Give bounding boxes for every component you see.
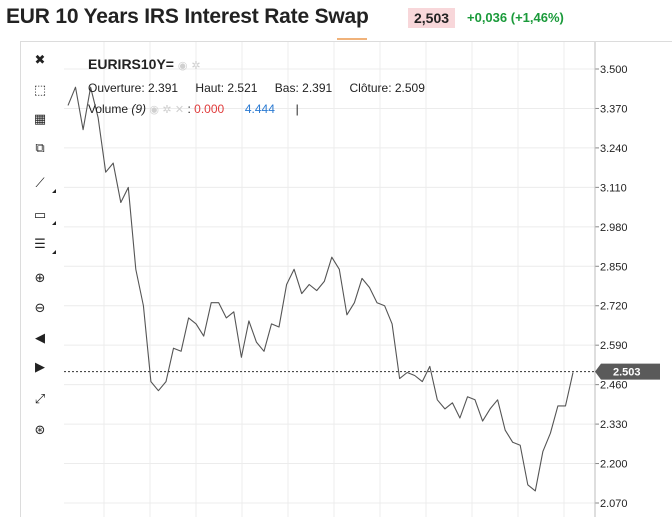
- submenu-indicator-icon: [52, 250, 56, 254]
- zoom-in-icon: ⊕: [34, 270, 46, 285]
- change-indicator: +0,036 (+1,46%): [467, 10, 564, 25]
- y-tick-label: 3.500: [600, 64, 628, 76]
- zoom-fit-tool-button[interactable]: ⊛: [22, 418, 58, 442]
- zoom-reset-tool-button[interactable]: ⤢: [22, 387, 58, 411]
- symbol-label: EURIRS10Y=: [88, 56, 174, 72]
- rectangle-icon: ▭: [33, 207, 47, 222]
- scroll-left-icon: ◀: [35, 330, 45, 345]
- y-axis: 3.500 3.370 3.240 3.110 2.980 2.850 2.720 2.590…: [594, 42, 628, 517]
- zoom-out-tool-button[interactable]: ⊖: [22, 296, 58, 320]
- scroll-right-icon: ▶: [35, 359, 45, 374]
- volume-label: Volume: [88, 102, 129, 116]
- price-badge: 2,503: [408, 8, 456, 28]
- zoom-in-tool-button[interactable]: ⊕: [22, 266, 58, 290]
- page-title: EUR 10 Years IRS Interest Rate Swap: [6, 5, 369, 28]
- y-tick-label: 2.590: [600, 340, 628, 352]
- select-cursor-tool-button[interactable]: ⬚: [22, 78, 58, 102]
- trend-line-tool-button[interactable]: ⟋: [22, 171, 58, 195]
- last-value-layer: 2.503: [64, 363, 660, 380]
- volume-value: 0.000: [194, 102, 225, 116]
- rectangle-tool-button[interactable]: ▭: [22, 203, 58, 227]
- tab-indicator: [337, 38, 367, 40]
- eye-icon[interactable]: ◉: [177, 60, 188, 72]
- submenu-indicator-icon: [52, 189, 56, 193]
- gear-icon[interactable]: ✲: [162, 104, 172, 116]
- low-value: Bas: 2.391: [274, 81, 333, 95]
- volume-period: (9): [131, 102, 147, 116]
- y-tick-label: 2.850: [600, 261, 628, 273]
- scroll-left-tool-button[interactable]: ◀: [22, 326, 58, 350]
- open-value: Ouverture: 2.391: [88, 81, 179, 95]
- zoom-out-icon: ⊖: [34, 300, 46, 315]
- volume-row: Volume (9) ◉ ✲ ✕ : 0.000 4.444 |: [88, 102, 299, 116]
- fibonacci-lines-tool-button[interactable]: ☰: [22, 232, 58, 256]
- y-tick-label: 3.110: [600, 182, 627, 194]
- y-tick-label: 3.370: [600, 103, 628, 115]
- select-cursor-icon: ⬚: [33, 82, 47, 97]
- close-icon[interactable]: ✕: [174, 104, 185, 116]
- last-value-tag: [595, 363, 660, 380]
- y-tick-label: 2.070: [600, 498, 628, 510]
- close-icon: ✖: [34, 52, 46, 67]
- series-layer: [67, 86, 574, 492]
- legend-cursor: |: [295, 102, 299, 116]
- crosshair-icon: ▦: [33, 111, 47, 126]
- high-value: Haut: 2.521: [195, 81, 258, 95]
- drawing-toolbar: ✖ ⬚ ▦ ⧉ ⟋ ▭ ☰ ⊕ ⊖ ◀ ▶ ⤢ ⊛: [22, 44, 58, 444]
- crosshair-tool-button[interactable]: ▦: [22, 107, 58, 131]
- close-tool-button[interactable]: ✖: [22, 48, 58, 72]
- last-value-label: 2.503: [613, 367, 641, 379]
- chart-header: EUR 10 Years IRS Interest Rate Swap 2,50…: [0, 0, 672, 40]
- eye-icon[interactable]: ◉: [149, 104, 159, 116]
- gear-icon[interactable]: ✲: [191, 60, 201, 72]
- y-tick-label: 3.240: [600, 143, 628, 155]
- y-tick-label: 2.720: [600, 301, 628, 313]
- y-tick-label: 2.460: [600, 380, 628, 392]
- scroll-right-tool-button[interactable]: ▶: [22, 355, 58, 379]
- y-tick-label: 2.200: [600, 459, 628, 471]
- zoom-reset-icon: ⤢: [34, 391, 46, 406]
- volume-separator: :: [187, 102, 191, 116]
- submenu-indicator-icon: [52, 221, 56, 225]
- copy-tool-button[interactable]: ⧉: [22, 136, 58, 160]
- y-tick-label: 2.330: [600, 419, 628, 431]
- chart-area[interactable]: [20, 41, 672, 517]
- zoom-fit-icon: ⊛: [34, 422, 46, 437]
- trend-line-icon: ⟋: [35, 175, 45, 190]
- fibonacci-lines-icon: ☰: [34, 236, 46, 251]
- ohlc-row: Ouverture: 2.391 Haut: 2.521 Bas: 2.391 …: [88, 81, 425, 95]
- copy-icon: ⧉: [35, 140, 45, 155]
- chart-grid: [64, 42, 595, 517]
- volume-ma-value: 4.444: [244, 102, 275, 116]
- y-tick-label: 2.980: [600, 222, 628, 234]
- close-value: Clôture: 2.509: [349, 81, 425, 95]
- price-series-line: [67, 86, 574, 492]
- symbol-row: EURIRS10Y= ◉ ✲: [88, 56, 201, 72]
